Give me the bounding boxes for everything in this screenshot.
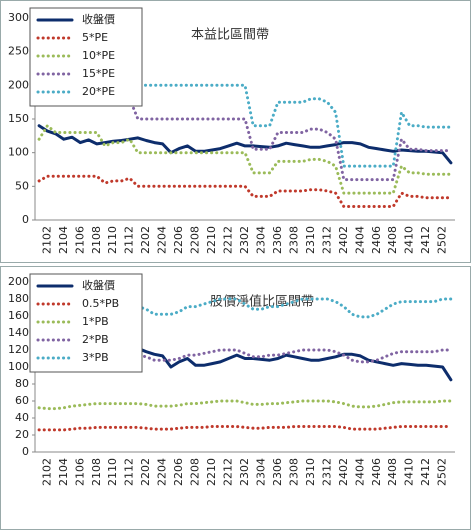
x-tick-label: 2310: [304, 458, 317, 486]
x-tick-label: 2108: [90, 226, 103, 254]
x-tick-label: 2302: [238, 458, 251, 486]
x-tick-label: 2206: [172, 226, 185, 254]
x-tick-label: 2308: [287, 226, 300, 254]
band-line: [128, 97, 453, 182]
legend-label: 2*PB: [82, 333, 109, 346]
x-tick-label: 2406: [370, 458, 383, 486]
x-tick-label: 2306: [271, 226, 284, 254]
x-tick-label: 2404: [353, 226, 366, 254]
x-tick-label: 2110: [106, 226, 119, 254]
x-tick-label: 2204: [156, 458, 169, 486]
legend-label: 15*PE: [82, 67, 115, 80]
x-tick-label: 2112: [123, 458, 136, 486]
legend-label: 20*PE: [82, 85, 115, 98]
y-tick-label: 80: [15, 377, 29, 390]
x-tick-label: 2412: [419, 226, 432, 254]
x-tick-label: 2412: [419, 458, 432, 486]
x-tick-label: 2106: [73, 226, 86, 254]
y-tick-label: 180: [8, 292, 29, 305]
x-tick-label: 2410: [403, 458, 416, 486]
y-tick-label: 0: [22, 445, 29, 458]
x-tick-label: 2210: [205, 458, 218, 486]
chart-title: 股價淨值比區間帶: [210, 294, 314, 310]
y-tick-label: 160: [8, 309, 29, 322]
y-tick-label: 60: [15, 394, 29, 407]
x-tick-label: 2408: [386, 458, 399, 486]
x-tick-label: 2202: [139, 226, 152, 254]
x-tick-label: 2106: [73, 458, 86, 486]
x-tick-label: 2312: [320, 226, 333, 254]
x-tick-label: 2212: [222, 226, 235, 254]
x-tick-label: 2208: [189, 458, 202, 486]
x-tick-label: 2304: [254, 458, 267, 486]
x-tick-label: 2104: [57, 226, 70, 254]
y-tick-label: 150: [8, 112, 29, 125]
band-line: [128, 56, 453, 168]
y-tick-label: 300: [8, 11, 29, 24]
x-tick-label: 2104: [57, 458, 70, 486]
x-tick-label: 2206: [172, 458, 185, 486]
y-tick-label: 200: [8, 275, 29, 288]
y-tick-label: 120: [8, 343, 29, 356]
x-tick-label: 2502: [436, 458, 449, 486]
legend-label: 1*PB: [82, 315, 109, 328]
x-tick-label: 2502: [436, 226, 449, 254]
x-tick-label: 2312: [320, 458, 333, 486]
x-tick-label: 2202: [139, 458, 152, 486]
x-tick-label: 2208: [189, 226, 202, 254]
x-tick-label: 2304: [254, 226, 267, 254]
legend-label: 0.5*PB: [82, 297, 119, 310]
y-tick-label: 250: [8, 45, 29, 58]
y-tick-label: 50: [15, 179, 29, 192]
x-tick-label: 2310: [304, 226, 317, 254]
x-tick-label: 2102: [40, 458, 53, 486]
band-line: [37, 124, 453, 195]
x-tick-label: 2408: [386, 226, 399, 254]
chart-title: 本益比區間帶: [191, 28, 269, 43]
y-tick-label: 200: [8, 78, 29, 91]
x-tick-label: 2406: [370, 226, 383, 254]
band-line: [37, 174, 453, 208]
x-tick-label: 2306: [271, 458, 284, 486]
legend-label: 3*PB: [82, 351, 109, 364]
x-tick-label: 2302: [238, 226, 251, 254]
x-tick-label: 2112: [123, 226, 136, 254]
x-tick-label: 2102: [40, 226, 53, 254]
y-tick-label: 100: [8, 360, 29, 373]
y-tick-label: 100: [8, 146, 29, 159]
y-tick-label: 0: [22, 213, 29, 226]
y-tick-label: 20: [15, 428, 29, 441]
x-tick-label: 2212: [222, 458, 235, 486]
x-tick-label: 2402: [337, 226, 350, 254]
x-tick-label: 2210: [205, 226, 218, 254]
x-tick-label: 2308: [287, 458, 300, 486]
legend-label: 5*PE: [82, 31, 108, 44]
x-tick-label: 2410: [403, 226, 416, 254]
legend-label: 收盤價: [82, 278, 115, 292]
x-tick-label: 2110: [106, 458, 119, 486]
y-tick-label: 40: [15, 411, 29, 424]
price-line: [37, 124, 453, 165]
x-tick-label: 2108: [90, 458, 103, 486]
band-line: [37, 399, 453, 411]
y-tick-label: 140: [8, 326, 29, 339]
x-tick-label: 2204: [156, 226, 169, 254]
x-tick-label: 2404: [353, 458, 366, 486]
x-tick-label: 2402: [337, 458, 350, 486]
legend-label: 10*PE: [82, 49, 115, 62]
legend-label: 收盤價: [82, 12, 115, 26]
